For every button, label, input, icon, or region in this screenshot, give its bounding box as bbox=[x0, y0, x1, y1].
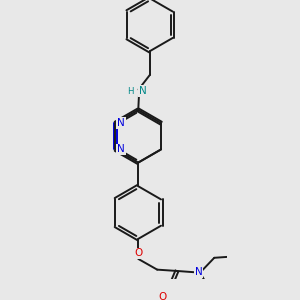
Text: N: N bbox=[117, 144, 125, 154]
Text: H: H bbox=[127, 86, 134, 95]
Text: O: O bbox=[134, 248, 142, 258]
Text: N: N bbox=[195, 267, 202, 277]
Text: N: N bbox=[139, 86, 147, 96]
Text: O: O bbox=[158, 292, 166, 300]
Text: N: N bbox=[117, 118, 125, 128]
